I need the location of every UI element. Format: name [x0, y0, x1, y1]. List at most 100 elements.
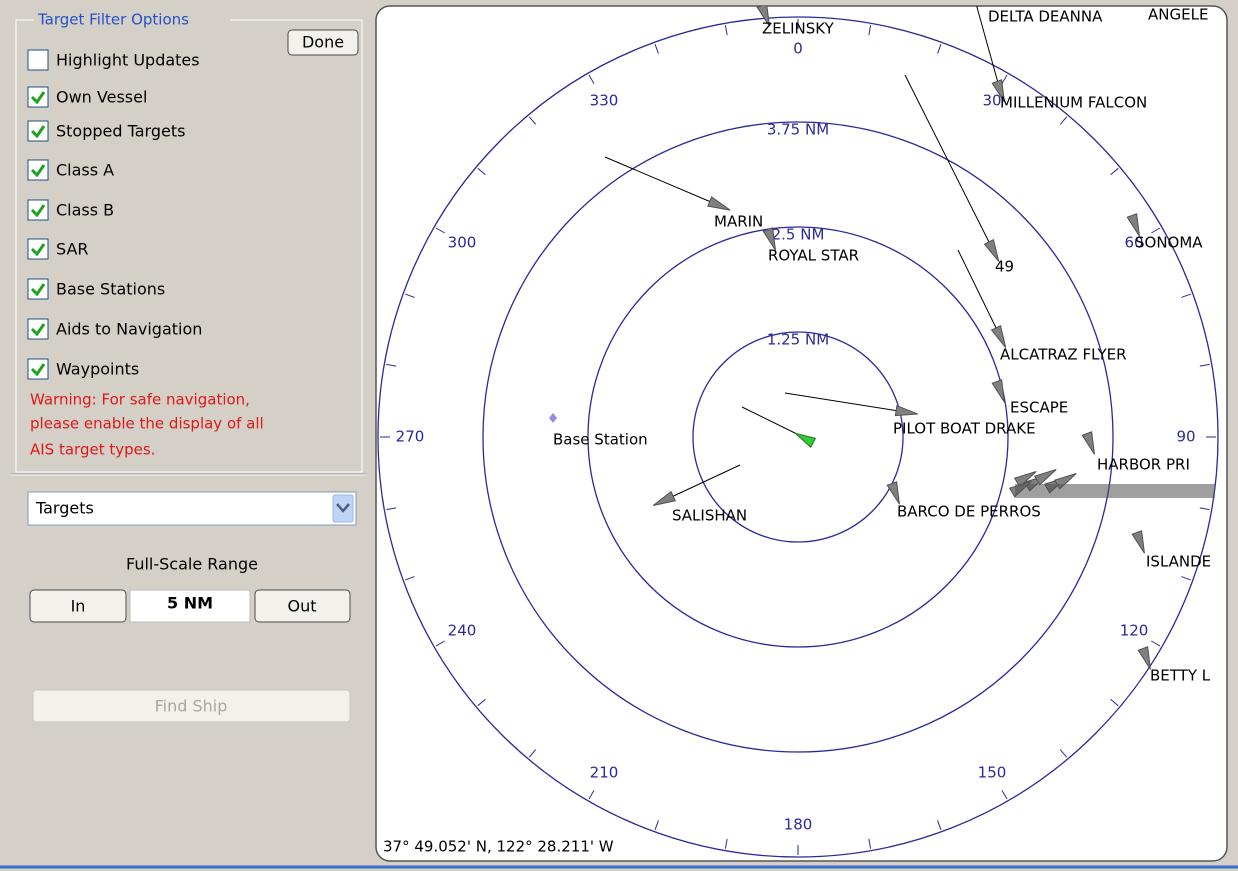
checkbox-option[interactable]: Highlight Updates: [27, 49, 200, 71]
target-label: BARCO DE PERROS: [897, 503, 1041, 521]
range-box: [129, 589, 251, 623]
range-ring: [587, 226, 1009, 648]
bearing-tick: [1001, 790, 1008, 800]
outer-ring: [377, 16, 1219, 858]
target-marker: [1126, 213, 1140, 237]
bearing-tick: [1181, 293, 1191, 298]
dropdown-arrow: [336, 503, 350, 513]
bearing-tick: [937, 44, 942, 54]
target-label: DELTA DEANNA: [988, 8, 1103, 26]
bearing-tick: [386, 507, 397, 511]
warning: AIS target types.: [30, 441, 155, 459]
bearing-tick: [1110, 698, 1119, 707]
dropdown[interactable]: Targets: [27, 491, 357, 526]
bearing-tick: [868, 25, 872, 36]
bearing-label: 330: [590, 91, 619, 109]
option-label: Class B: [56, 201, 114, 220]
done-button[interactable]: Done: [287, 29, 359, 56]
target-label: HARBOR PRI: [1097, 456, 1190, 474]
bearing-tick: [588, 74, 595, 84]
target-label: MARIN: [714, 213, 763, 231]
option-label: Waypoints: [56, 360, 139, 379]
option-label: Stopped Targets: [56, 122, 185, 141]
bearing-tick: [528, 749, 537, 758]
target-label: 49: [995, 258, 1014, 276]
checkmark: [30, 125, 46, 139]
checkbox: [27, 49, 49, 71]
button-face: [32, 689, 351, 723]
checkbox-option[interactable]: Waypoints: [27, 358, 139, 380]
button-label: Find Ship: [155, 697, 228, 716]
target-label: ANGELE: [1148, 6, 1208, 24]
bearing-tick: [1181, 576, 1191, 581]
target-marker: [886, 481, 900, 505]
bearing-tick: [868, 838, 872, 849]
own-vessel: [795, 432, 817, 448]
checkbox-option[interactable]: Base Stations: [27, 278, 165, 300]
checkmark: [30, 323, 46, 337]
checkbox-option[interactable]: Aids to Navigation: [27, 318, 202, 340]
target-marker: [1137, 646, 1151, 670]
target-label: ROYAL STAR: [768, 247, 859, 265]
checkbox: [27, 358, 49, 380]
checkmark: [30, 283, 46, 297]
bearing-label: 60: [1124, 234, 1143, 252]
bearing-tick: [724, 838, 728, 849]
target-label: PILOT BOAT DRAKE: [893, 420, 1036, 438]
button-label: Done: [302, 33, 344, 52]
bearing-label: 270: [396, 428, 425, 446]
bearing-label: 210: [590, 764, 619, 782]
checkbox-option[interactable]: Class A: [27, 159, 114, 181]
base-station-marker: [549, 413, 557, 423]
ring-label: 3.75 NM: [767, 121, 829, 139]
heading-line: [664, 464, 741, 501]
checkbox: [27, 120, 49, 142]
button-face: [29, 589, 127, 623]
find-ship-button[interactable]: Find Ship: [32, 689, 351, 723]
button-face: [254, 589, 351, 623]
bearing-tick: [1199, 363, 1210, 367]
target-label: MILLENIUM FALCON: [1000, 94, 1147, 112]
checkbox-option[interactable]: SAR: [27, 238, 89, 260]
bearing-label: 150: [978, 764, 1007, 782]
bearing-label: 300: [448, 234, 477, 252]
bearing-label: 30: [982, 91, 1001, 109]
button-label: In: [71, 597, 86, 616]
bearing-tick: [477, 698, 486, 707]
target-marker: [707, 196, 731, 211]
bearing-tick: [1199, 507, 1210, 511]
heading-line: [957, 249, 1001, 337]
bearing-tick: [435, 640, 445, 647]
checkbox: [27, 278, 49, 300]
ring-label: 2.5 NM: [772, 226, 825, 244]
heading-line: [974, 6, 1001, 91]
target-marker: [990, 324, 1007, 348]
target-marker: [762, 227, 776, 251]
bearing-tick: [1151, 227, 1161, 234]
range-value: 5 NM: [167, 594, 213, 613]
target-label: BETTY L: [1150, 667, 1211, 685]
heading-line: [784, 392, 906, 413]
bearing-label: 0: [793, 40, 803, 58]
checkbox-option[interactable]: Class B: [27, 199, 114, 221]
zoom-out-button[interactable]: Out: [254, 589, 351, 623]
range-ring: [692, 331, 904, 543]
group-title: Target Filter Options: [37, 11, 189, 29]
range-label: Full-Scale Range: [126, 555, 258, 574]
ring-label: 1.25 NM: [767, 331, 829, 349]
heading-line: [604, 156, 719, 206]
bearing-label: 90: [1176, 428, 1195, 446]
base-station-label: Base Station: [553, 431, 648, 449]
checkbox-option[interactable]: Stopped Targets: [27, 120, 185, 142]
bearing-tick: [1001, 74, 1008, 84]
bearing-tick: [528, 116, 537, 125]
checkbox-option[interactable]: Own Vessel: [27, 86, 147, 108]
checkmark: [30, 204, 46, 218]
dropdown-value: Targets: [35, 499, 94, 518]
target-label: ISLANDE: [1146, 553, 1211, 571]
zoom-in-button[interactable]: In: [29, 589, 127, 623]
bearing-label: 180: [784, 816, 813, 834]
option-label: Class A: [56, 161, 114, 180]
bearing-tick: [724, 25, 728, 36]
